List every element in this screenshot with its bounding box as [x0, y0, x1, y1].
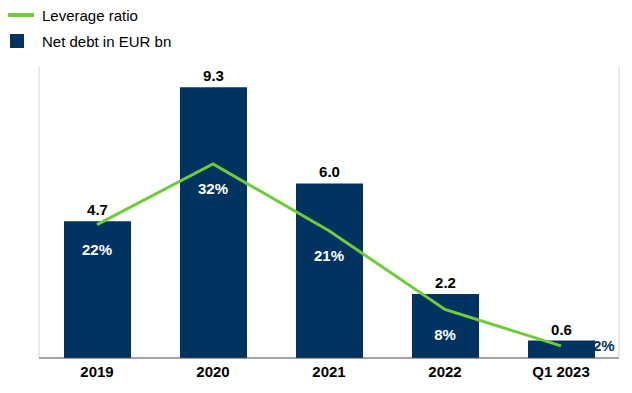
svg-text:9.3: 9.3 — [203, 67, 224, 84]
svg-text:2020: 2020 — [196, 363, 229, 380]
svg-text:2022: 2022 — [428, 363, 461, 380]
svg-text:2%: 2% — [593, 337, 615, 354]
html-text:Leverage ratio: Leverage ratio — [42, 6, 138, 24]
svg-text:21%: 21% — [314, 247, 344, 264]
svg-text:6.0: 6.0 — [319, 163, 340, 180]
svg-text:2019: 2019 — [80, 363, 113, 380]
svg-text:2.2: 2.2 — [435, 274, 456, 291]
svg-text:8%: 8% — [434, 326, 456, 343]
svg-text:0.6: 0.6 — [551, 321, 572, 338]
svg-text:22%: 22% — [82, 241, 112, 258]
svg-text:Q1 2023: Q1 2023 — [532, 363, 590, 380]
svg-text:4.7: 4.7 — [87, 201, 108, 218]
svg-text:2021: 2021 — [312, 363, 345, 380]
html-text:Net debt in EUR bn: Net debt in EUR bn — [42, 32, 172, 50]
svg-text:32%: 32% — [198, 180, 228, 197]
